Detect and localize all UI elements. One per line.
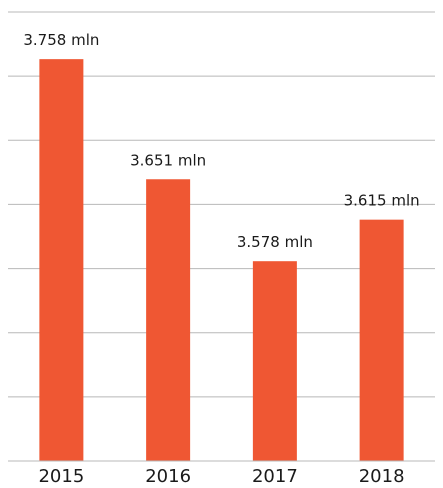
bars: [39, 59, 404, 462]
data-label-2016: 3.651 mln: [130, 151, 206, 169]
x-axis-tick-labels: 2015 2016 2017 2018: [38, 466, 404, 487]
bar-2017: [252, 261, 297, 461]
x-tick-label-2018: 2018: [359, 466, 405, 487]
data-label-2015: 3.758 mln: [23, 31, 99, 49]
bar-2015: [39, 59, 84, 462]
bar-2018: [359, 219, 404, 461]
data-label-2018: 3.615 mln: [344, 192, 420, 210]
data-label-2017: 3.578 mln: [237, 233, 313, 251]
x-tick-label-2017: 2017: [252, 466, 298, 487]
data-labels: 3.758 mln 3.651 mln 3.578 mln 3.615 mln: [23, 31, 419, 251]
bar-2016: [146, 179, 191, 461]
x-tick-label-2015: 2015: [38, 466, 84, 487]
x-tick-label-2016: 2016: [145, 466, 191, 487]
